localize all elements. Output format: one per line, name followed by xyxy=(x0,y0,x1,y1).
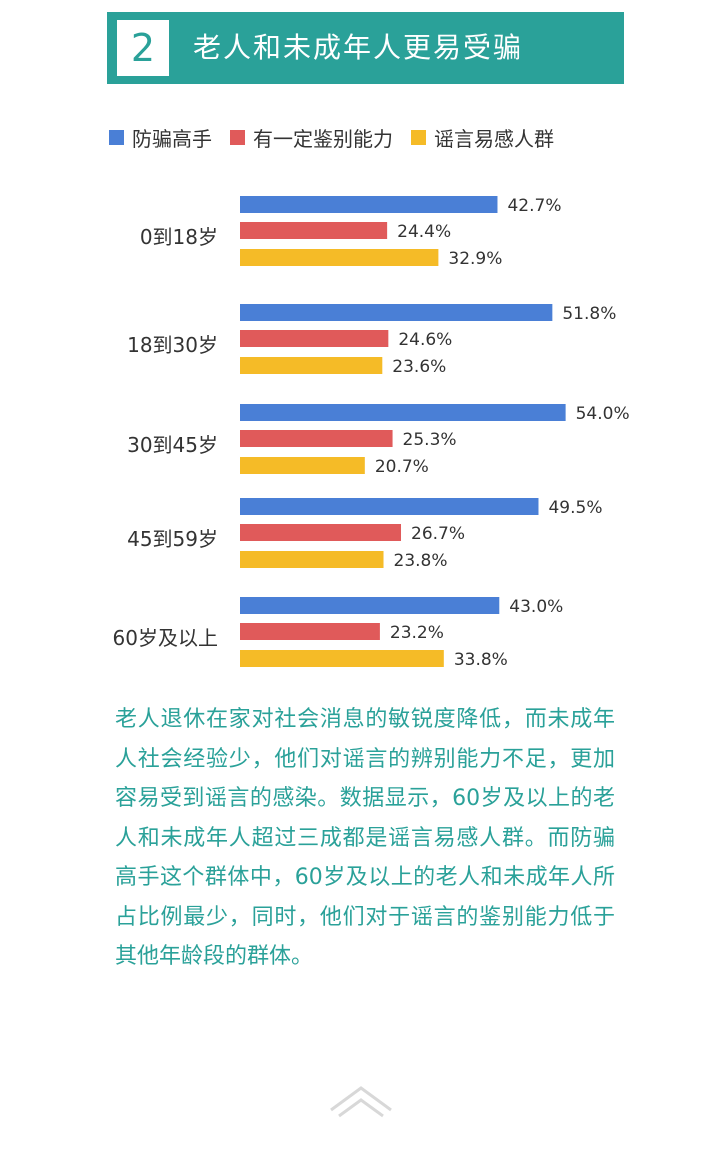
bar-value-label: 54.0% xyxy=(576,404,630,424)
category-label: 30到45岁 xyxy=(127,433,218,457)
legend-label: 防骗高手 xyxy=(132,126,212,151)
bar-value-label: 43.0% xyxy=(509,597,563,617)
section-number: 2 xyxy=(117,20,169,76)
bar-value-label: 49.5% xyxy=(548,498,602,518)
legend-swatch xyxy=(411,129,426,145)
bar-value-label: 32.9% xyxy=(448,249,502,269)
bar xyxy=(240,524,402,541)
bar xyxy=(240,330,389,347)
bar xyxy=(240,457,365,474)
bar xyxy=(240,196,498,213)
bar xyxy=(240,597,500,614)
section-title: 老人和未成年人更易受骗 xyxy=(193,31,524,64)
bar-value-label: 24.4% xyxy=(397,222,451,242)
bar-value-label: 33.8% xyxy=(454,650,508,670)
bar xyxy=(240,650,444,667)
legend-label: 谣言易感人群 xyxy=(434,126,554,151)
bar-value-label: 20.7% xyxy=(375,457,429,477)
category-label: 18到30岁 xyxy=(127,333,218,357)
description-paragraph: 老人退休在家对社会消息的敏锐度降低，而未成年人社会经验少，他们对谣言的辨别能力不… xyxy=(115,707,615,969)
legend-swatch xyxy=(109,129,124,145)
category-label: 0到18岁 xyxy=(140,225,218,249)
bar xyxy=(240,222,388,239)
legend-item-experts: 防骗高手 xyxy=(109,123,212,152)
chart-legend: 防骗高手 有一定鉴别能力 谣言易感人群 xyxy=(109,123,554,152)
bar-chart: 0到18岁 42.7% 24.4% 32.9% 18到30岁 51.8% 24.6% 23.6… xyxy=(113,196,630,670)
bar-value-label: 25.3% xyxy=(403,430,457,450)
category-label: 60岁及以上 xyxy=(113,626,218,650)
bar xyxy=(240,498,539,515)
bar-value-label: 51.8% xyxy=(562,304,616,324)
bar-value-label: 23.2% xyxy=(390,623,444,643)
scroll-up-icon[interactable] xyxy=(325,1080,397,1120)
bar xyxy=(240,249,439,266)
bar xyxy=(240,623,380,640)
bar xyxy=(240,430,393,447)
bar-value-label: 23.8% xyxy=(394,551,448,571)
legend-label: 有一定鉴别能力 xyxy=(253,126,393,151)
category-label: 45到59岁 xyxy=(127,527,218,551)
bar xyxy=(240,304,553,321)
bar-value-label: 42.7% xyxy=(507,196,561,216)
bar-value-label: 26.7% xyxy=(411,524,465,544)
bar-value-label: 23.6% xyxy=(392,357,446,377)
bar xyxy=(240,357,383,374)
header-banner: 2 老人和未成年人更易受骗 xyxy=(107,12,624,84)
legend-item-susceptible: 谣言易感人群 xyxy=(411,123,554,152)
bar xyxy=(240,551,384,568)
bar-value-label: 24.6% xyxy=(398,330,452,350)
legend-item-some-ability: 有一定鉴别能力 xyxy=(230,123,393,152)
legend-swatch xyxy=(230,129,245,145)
bar xyxy=(240,404,566,421)
